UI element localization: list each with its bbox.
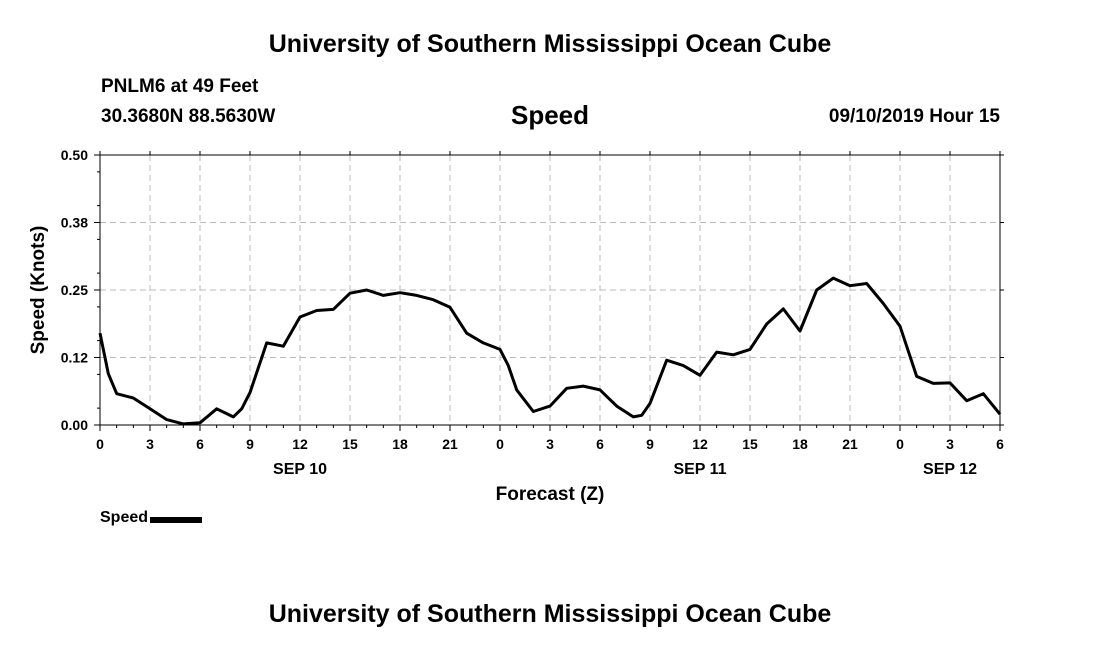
series-line-speed [98,276,1002,426]
chart-title: Speed [510,100,590,130]
x-tick-label: 21 [442,436,458,452]
x-tick-label: 6 [596,436,604,452]
axis-ticks [94,151,1004,431]
x-tick-label: 21 [842,436,858,452]
y-tick-label: 0.00 [61,417,88,433]
legend-swatch [150,517,203,523]
y-axis-title: Speed (Knots) [28,226,49,355]
plot-frame [99,154,1001,426]
x-tick-label: 6 [996,436,1004,452]
date-label: SEP 10 [273,461,327,478]
footer-title: University of Southern Mississippi Ocean… [268,600,832,628]
legend: Speed [100,509,203,527]
x-tick-label: 9 [646,436,654,452]
x-tick-label: 18 [792,436,808,452]
axis-tick-labels: 0 3 6 9 12 15 18 21 0 3 6 9 12 15 18 21 0 3 6 0.00 0.12 0.25 0… [61,147,1004,478]
x-tick-label: 9 [246,436,254,452]
x-tick-label: 12 [692,436,708,452]
y-tick-label: 0.25 [61,282,88,298]
x-tick-label: 3 [146,436,154,452]
date-label: SEP 12 [923,461,977,478]
x-axis-title: Forecast (Z) [496,484,605,505]
y-tick-label: 0.50 [61,147,88,163]
header-title: University of Southern Mississippi Ocean… [268,30,832,58]
x-tick-label: 0 [496,436,504,452]
legend-label: Speed [100,509,149,526]
date-label: SEP 11 [673,461,726,478]
x-tick-label: 0 [96,436,104,452]
x-tick-label: 18 [392,436,408,452]
x-tick-label: 3 [546,436,554,452]
x-tick-label: 6 [196,436,204,452]
station-name: PNLM6 at 49 Feet [101,76,259,97]
x-tick-label: 15 [742,436,758,452]
forecast-datetime: 09/10/2019 Hour 15 [828,106,1000,127]
grid-lines [100,155,1000,425]
x-tick-label: 12 [292,436,308,452]
y-tick-label: 0.12 [61,350,88,366]
series-layer [98,276,1002,426]
x-tick-label: 3 [946,436,954,452]
x-tick-label: 15 [342,436,358,452]
station-coordinates: 30.3680N 88.5630W [101,106,276,127]
x-tick-label: 0 [896,436,904,452]
y-tick-label: 0.38 [61,215,88,231]
